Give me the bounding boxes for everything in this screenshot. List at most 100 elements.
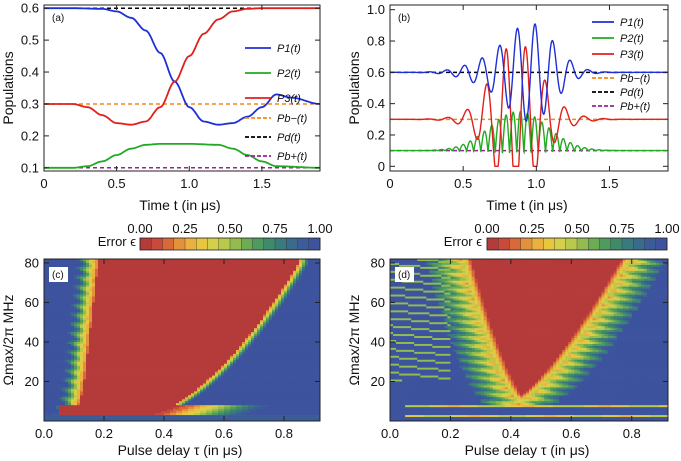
panel-c-heatmap-cell [299, 322, 303, 325]
panel-c-heatmap-cell [161, 334, 165, 337]
panel-c-heatmap-cell [242, 294, 246, 297]
panel-c-heatmap-cell [95, 322, 99, 325]
panel-c-heatmap-cell [260, 336, 264, 339]
panel-a-series-line [44, 7, 320, 126]
panel-c-heatmap-cell [254, 268, 258, 272]
panel-c-heatmap-cell [311, 314, 315, 317]
panel-c-heatmap-cell [110, 316, 114, 319]
panel-c-heatmap-cell [224, 340, 228, 343]
panel-c-heatmap-cell [59, 296, 63, 299]
panel-c-heatmap-cell [278, 355, 282, 359]
panel-c-heatmap-cell [92, 294, 96, 297]
panel-c-heatmap-cell [83, 272, 87, 276]
panel-c-heatmap-cell [80, 304, 84, 307]
panel-c-heatmap-cell [110, 260, 114, 264]
panel-c-heatmap-cell [251, 288, 255, 291]
panel-c-heatmap-cell [284, 351, 288, 355]
panel-c-heatmap-cell [65, 345, 69, 349]
panel-c-heatmap-cell [212, 276, 216, 280]
panel-c-heatmap-cell [296, 357, 300, 361]
panel-c-heatmap-cell [284, 270, 288, 274]
panel-c-heatmap-cell [65, 328, 69, 331]
panel-c-heatmap-cell [278, 262, 282, 266]
panel-c-heatmap-cell [224, 341, 228, 345]
panel-c-heatmap-cell [236, 330, 240, 333]
panel-c-heatmap-cell [152, 334, 156, 337]
panel-c-heatmap-cell [290, 306, 294, 309]
panel-c-heatmap-cell [239, 338, 243, 341]
panel-c-heatmap-cell [191, 304, 195, 307]
panel-c-heatmap-cell [77, 302, 81, 305]
panel-c-heatmap-cell [266, 292, 270, 295]
panel-c-heatmap-cell [44, 274, 48, 278]
panel-c-heatmap-cell [170, 280, 174, 284]
panel-c-heatmap-cell [230, 314, 234, 317]
panel-c-heatmap-cell [137, 288, 141, 291]
panel-c-heatmap-cell [311, 334, 315, 337]
panel-c-heatmap-cell [260, 314, 264, 317]
panel-c-heatmap-cell [80, 324, 84, 327]
panel-c-heatmap-cell [185, 302, 189, 305]
panel-c-heatmap-cell [182, 326, 186, 329]
panel-c-heatmap-cell [137, 361, 141, 365]
panel-c-heatmap-cell [206, 302, 210, 305]
panel-c-heatmap-cell [281, 274, 285, 278]
panel-a-label: (a) [52, 13, 64, 24]
panel-c-heatmap-cell [185, 260, 189, 264]
panel-c-heatmap-cell [254, 338, 258, 341]
panel-c-heatmap-cell [284, 340, 288, 343]
panel-c-heatmap-cell [71, 264, 75, 268]
panel-c-heatmap-cell [242, 351, 246, 355]
panel-c-heatmap-cell [122, 316, 126, 319]
panel-c-heatmap-cell [218, 351, 222, 355]
panel-c-heatmap-cell [296, 316, 300, 319]
panel-c-heatmap-cell [305, 316, 309, 319]
panel-c-heatmap-cell [44, 353, 48, 357]
panel-c-heatmap-cell [137, 292, 141, 295]
panel-c-heatmap-cell [314, 318, 318, 321]
panel-c-heatmap-cell [239, 357, 243, 361]
panel-c-heatmap-cell [50, 320, 54, 323]
panel-c-heatmap-cell [251, 330, 255, 333]
panel-c-heatmap-cell [80, 286, 84, 289]
panel-c-heatmap-cell [293, 345, 297, 349]
panel-c-heatmap-cell [284, 353, 288, 357]
panel-c-heatmap-cell [113, 296, 117, 299]
panel-c-heatmap-cell [296, 296, 300, 299]
panel-c-heatmap-cell [149, 328, 153, 331]
panel-c-heatmap-cell [86, 324, 90, 327]
panel-c-heatmap-cell [167, 262, 171, 266]
panel-c-heatmap-cell [263, 336, 267, 339]
panel-c-heatmap-cell [272, 260, 276, 264]
panel-c-heatmap-cell [299, 266, 303, 270]
panel-c-heatmap-cell [176, 316, 180, 319]
panel-c-heatmap-cell [149, 353, 153, 357]
panel-c-heatmap-cell [182, 320, 186, 323]
panel-c-heatmap-cell [269, 324, 273, 327]
panel-c-heatmap-cell [230, 306, 234, 309]
panel-c-heatmap-cell [266, 341, 270, 345]
panel-c-heatmap-cell [254, 353, 258, 357]
panel-c-heatmap-cell [314, 264, 318, 268]
panel-c-heatmap-cell [134, 300, 138, 303]
panel-c-heatmap-cell [140, 294, 144, 297]
panel-c-heatmap-cell [293, 349, 297, 353]
panel-c-heatmap-cell [152, 300, 156, 303]
panel-c-heatmap-cell [281, 326, 285, 329]
panel-c-heatmap-cell [242, 300, 246, 303]
panel-c-heatmap-cell [140, 314, 144, 317]
panel-c-heatmap-cell [128, 268, 132, 272]
panel-c-heatmap-cell [134, 361, 138, 365]
panel-c-heatmap-cell [68, 300, 72, 303]
panel-c-heatmap-cell [182, 302, 186, 305]
panel-c-heatmap-cell [143, 260, 147, 264]
panel-c-heatmap-cell [128, 324, 132, 327]
panel-c-heatmap-cell [119, 334, 123, 337]
panel-c-heatmap-cell [191, 282, 195, 286]
panel-c-heatmap-cell [194, 296, 198, 299]
panel-c-heatmap-cell [278, 270, 282, 274]
panel-c-heatmap-cell [71, 276, 75, 280]
panel-c-heatmap-cell [110, 314, 114, 317]
panel-c-heatmap-cell [317, 338, 321, 341]
panel-c-heatmap-cell [128, 345, 132, 349]
